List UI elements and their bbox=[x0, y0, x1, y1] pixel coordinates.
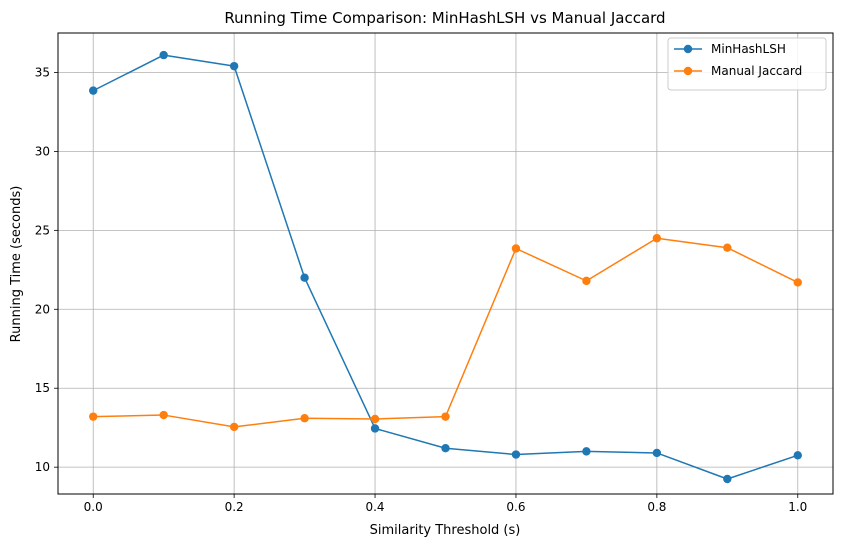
x-tick-label: 0.0 bbox=[84, 500, 103, 514]
legend-swatch-marker bbox=[683, 66, 693, 76]
data-point-series-1 bbox=[652, 448, 662, 458]
data-point-series-2 bbox=[229, 422, 239, 432]
series-layer bbox=[89, 50, 802, 484]
data-point-series-1 bbox=[582, 447, 591, 456]
data-point-series-1 bbox=[159, 50, 168, 60]
axis-ticks: 0.0 0.2 0.4 0.6 0.8 1.0 10 15 20 25 30 35 bbox=[35, 65, 808, 514]
plot-frame bbox=[57, 32, 834, 495]
data-point-series-2 bbox=[370, 414, 380, 424]
y-axis-label: Running Time (seconds) bbox=[9, 186, 24, 343]
data-point-series-1 bbox=[229, 61, 239, 71]
data-point-series-2 bbox=[441, 412, 450, 421]
data-point-series-2 bbox=[793, 278, 802, 287]
y-tick-label: 15 bbox=[35, 381, 50, 395]
data-point-series-1 bbox=[441, 444, 450, 453]
x-axis-label: Similarity Threshold (s) bbox=[370, 523, 521, 538]
x-tick-label: 0.6 bbox=[506, 500, 525, 514]
data-point-series-2 bbox=[300, 414, 309, 423]
data-point-series-2 bbox=[511, 244, 521, 253]
data-point-series-1 bbox=[370, 424, 380, 433]
x-tick-label: 0.2 bbox=[225, 500, 244, 514]
legend-box bbox=[667, 37, 827, 91]
data-point-series-1 bbox=[723, 474, 732, 484]
legend: MinHashLSH Manual Jaccard bbox=[667, 37, 827, 91]
chart-title: Running Time Comparison: MinHashLSH vs M… bbox=[224, 9, 665, 27]
data-point-series-2 bbox=[652, 234, 662, 243]
data-point-series-2 bbox=[89, 412, 98, 421]
x-tick-label: 1.0 bbox=[788, 500, 807, 514]
data-point-series-1 bbox=[300, 273, 309, 282]
series-line-2 bbox=[93, 237, 799, 428]
x-tick-label: 0.8 bbox=[647, 500, 666, 514]
x-tick-label: 0.4 bbox=[365, 500, 384, 514]
y-tick-label: 20 bbox=[35, 302, 50, 316]
y-tick-label: 10 bbox=[35, 460, 50, 474]
legend-label: Manual Jaccard bbox=[711, 64, 802, 78]
legend-swatch-marker bbox=[683, 44, 693, 54]
data-point-series-2 bbox=[582, 276, 591, 286]
data-point-series-2 bbox=[159, 410, 168, 420]
y-tick-label: 30 bbox=[35, 144, 50, 158]
data-point-series-1 bbox=[89, 86, 98, 95]
data-point-series-1 bbox=[793, 451, 802, 460]
y-tick-label: 25 bbox=[35, 223, 50, 237]
y-tick-label: 35 bbox=[35, 65, 50, 79]
data-point-series-1 bbox=[511, 450, 521, 459]
legend-label: MinHashLSH bbox=[711, 42, 786, 56]
data-point-series-2 bbox=[723, 243, 732, 252]
gridlines bbox=[58, 33, 833, 494]
